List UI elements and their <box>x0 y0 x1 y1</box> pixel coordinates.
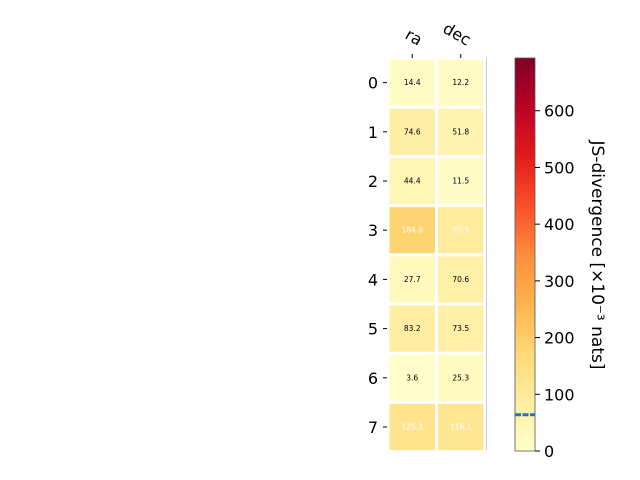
heatmap-cell-ra-5 <box>389 305 435 352</box>
cell-value-label: 12.2 <box>452 78 469 87</box>
cell-value-label: 184.9 <box>402 226 424 235</box>
x-tick-label: ra <box>402 25 426 50</box>
heatmap-cell-dec-3 <box>438 207 484 254</box>
heatmap-cell-ra-0 <box>389 59 435 106</box>
heatmap-cell-dec-1 <box>438 108 484 155</box>
cell-value-label: 116.1 <box>450 423 472 432</box>
heatmap-cell-ra-6 <box>389 354 435 401</box>
heatmap-cell-dec-4 <box>438 256 484 303</box>
colorbar-tick-label: 300 <box>544 272 575 291</box>
colorbar-tick-label: 0 <box>544 442 554 461</box>
x-axis-labels: ra dec <box>402 19 474 58</box>
y-tick-label: 1 <box>368 123 378 142</box>
heatmap-cells: 14.4 12.2 74.6 51.8 44.4 11.5 184.9 95.9 27.7 70.… <box>389 59 484 451</box>
cell-value-label: 83.2 <box>404 324 421 333</box>
cell-value-label: 3.6 <box>406 373 418 382</box>
cell-value-label: 74.6 <box>404 127 421 136</box>
heatmap-cell-ra-2 <box>389 157 435 205</box>
cell-value-label: 73.5 <box>452 324 469 333</box>
y-tick-label: 5 <box>368 320 378 339</box>
colorbar-tick-label: 400 <box>544 215 575 234</box>
colorbar-label: JS-divergence [×10⁻³ nats] <box>587 140 607 370</box>
heatmap-cell-ra-3 <box>389 207 435 254</box>
y-tick-label: 2 <box>368 172 378 191</box>
heatmap-cell-ra-4 <box>389 256 435 303</box>
colorbar-tick-label: 100 <box>544 385 575 404</box>
y-tick-label: 4 <box>368 270 378 289</box>
x-tick-label: dec <box>440 19 474 50</box>
heatmap-cell-dec-6 <box>438 354 484 401</box>
colorbar-gradient <box>514 57 536 452</box>
y-axis-labels: 0 1 2 3 4 5 6 7 <box>368 74 387 437</box>
cell-value-label: 70.6 <box>452 275 469 284</box>
heatmap-cell-dec-5 <box>438 305 484 352</box>
heatmap-cell-dec-2 <box>438 157 484 205</box>
colorbar: 0 100 200 300 400 500 600 <box>514 57 575 461</box>
heatmap-cell-ra-1 <box>389 108 435 155</box>
colorbar-tick-label: 500 <box>544 158 575 177</box>
cell-value-label: 25.3 <box>452 373 469 382</box>
y-tick-label: 3 <box>368 221 378 240</box>
cell-value-label: 125.3 <box>402 423 424 432</box>
y-tick-label: 0 <box>368 74 378 93</box>
heatmap-cell-dec-7 <box>438 403 484 451</box>
colorbar-tick-label: 200 <box>544 329 575 348</box>
cell-value-label: 95.9 <box>452 226 469 235</box>
heatmap-cell-dec-0 <box>438 59 484 106</box>
colorbar-tick-label: 600 <box>544 102 575 121</box>
cell-value-label: 14.4 <box>404 78 421 87</box>
heatmap-cell-ra-7 <box>389 403 435 451</box>
cell-value-label: 27.7 <box>404 275 421 284</box>
y-tick-label: 6 <box>368 369 378 388</box>
cell-value-label: 51.8 <box>452 127 469 136</box>
y-tick-label: 7 <box>368 418 378 437</box>
cell-value-label: 11.5 <box>452 177 469 186</box>
cell-value-label: 44.4 <box>404 177 421 186</box>
